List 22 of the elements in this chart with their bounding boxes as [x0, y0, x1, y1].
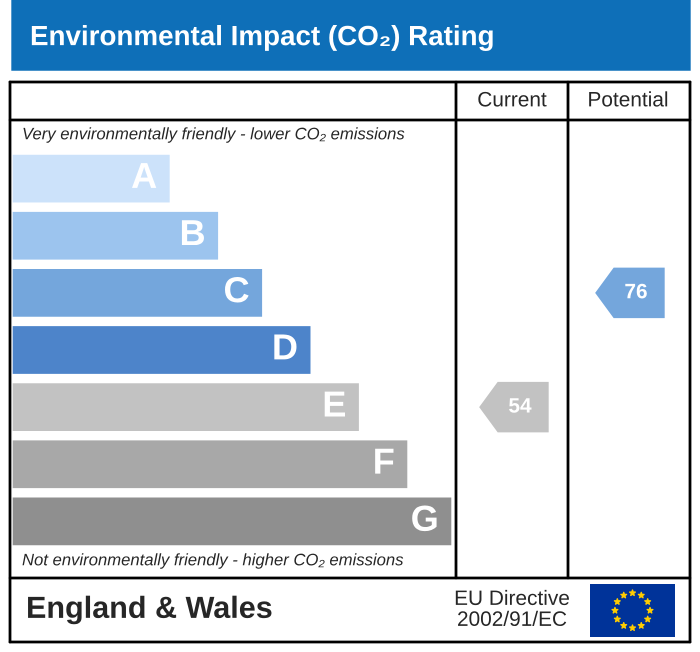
bar	[12, 382, 360, 432]
y-tick-label: E	[324, 392, 345, 416]
y-tick-label: C	[225, 276, 249, 303]
bar	[12, 496, 452, 547]
y-tick-label: B	[182, 220, 204, 246]
text: Very environmentally friendly - lower CO₂ emissions	[23, 127, 404, 143]
bar	[12, 153, 172, 204]
text: 54	[509, 398, 532, 413]
text: Current	[478, 92, 547, 107]
bar	[12, 439, 409, 490]
y-tick-label: G	[412, 506, 437, 532]
text: 76	[625, 284, 647, 298]
text: Potential	[589, 91, 668, 107]
text: Not environmentally friendly - higher CO₂ emissions	[22, 553, 404, 569]
text: England & Wales	[28, 596, 272, 624]
chart-title: Environmental Impact (CO₂) Rating	[32, 24, 493, 52]
text: EU Directive 2002/91/EC	[456, 590, 569, 626]
bar	[12, 210, 220, 261]
bar	[12, 268, 264, 318]
y-tick-label: F	[375, 448, 394, 474]
bar	[12, 324, 312, 376]
y-tick-label: D	[274, 334, 296, 360]
